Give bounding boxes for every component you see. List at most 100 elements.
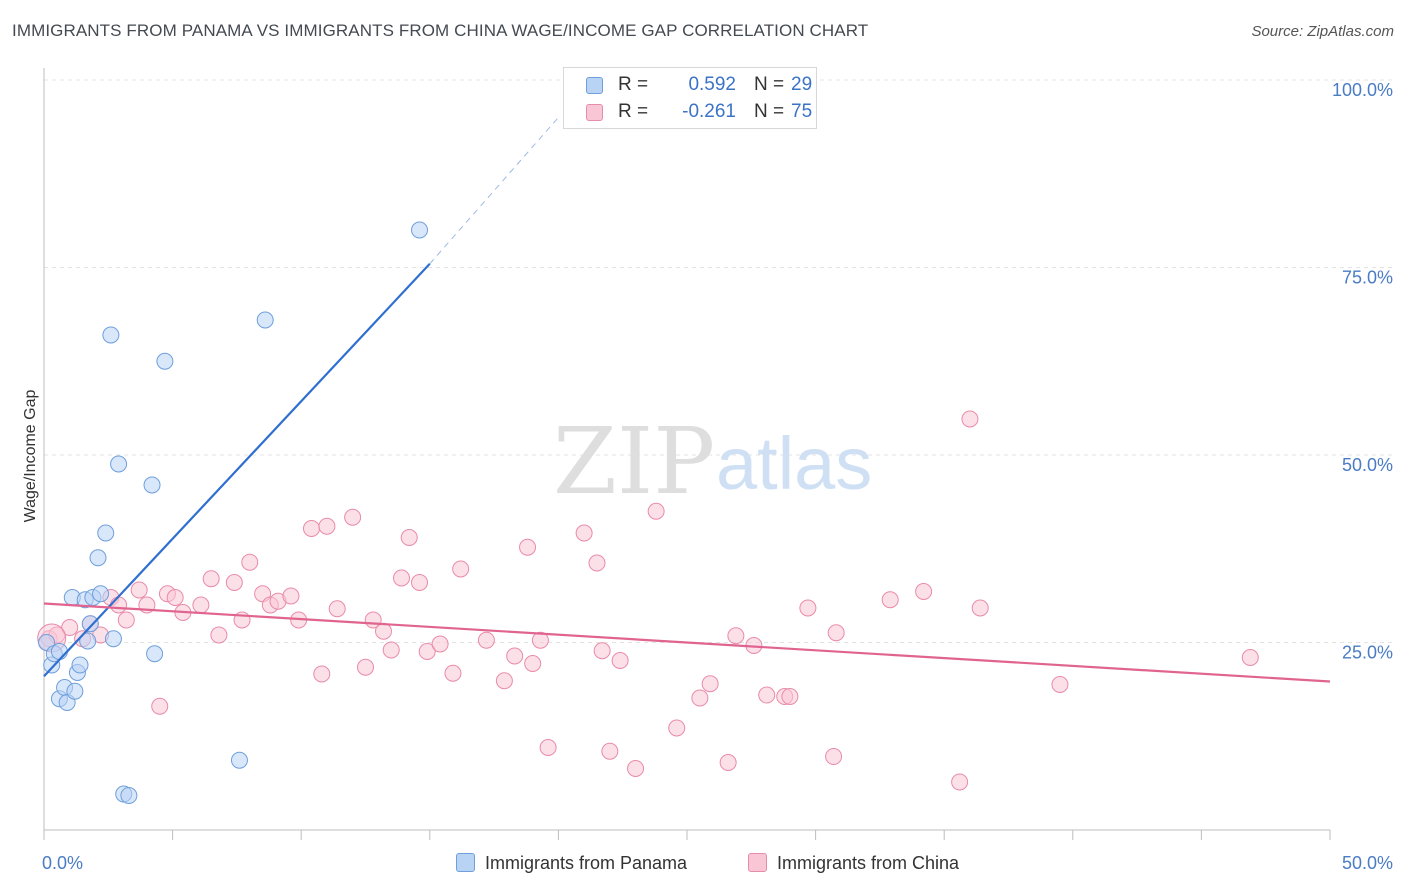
china-point (210, 626, 228, 644)
panama-point (146, 645, 164, 663)
china-point (758, 686, 776, 704)
china-trend-line (43, 602, 1331, 683)
china-point (593, 642, 611, 660)
china-point (130, 581, 148, 599)
china-point (1241, 649, 1259, 666)
panama-point (79, 632, 97, 650)
china-point (117, 611, 135, 629)
china-point (691, 689, 709, 707)
china-point (202, 570, 220, 588)
china-point (318, 517, 336, 535)
n-label: N = (754, 74, 785, 95)
china-point (302, 520, 320, 537)
china-point (825, 748, 843, 765)
china-point (400, 529, 418, 546)
panama-point (50, 643, 68, 660)
r-label: R = (618, 74, 649, 95)
n-value: 29 (791, 74, 813, 95)
panama-swatch (586, 77, 603, 94)
china-point (375, 622, 393, 640)
china-point (166, 589, 184, 606)
r-value: -0.261 (682, 101, 736, 122)
china-point (668, 719, 686, 737)
china-point (951, 773, 969, 791)
china-point (241, 553, 259, 571)
y-axis-title: Wage/Income Gap (22, 390, 39, 523)
panama-point (89, 549, 107, 567)
china-point (799, 599, 817, 617)
panama-point (110, 455, 128, 473)
china-point (382, 641, 400, 659)
china-point (827, 624, 845, 642)
china-point (701, 675, 719, 693)
china-point (192, 596, 210, 614)
source-label: Source: ZipAtlas.com (1251, 23, 1394, 40)
y-tick-label-100: 100.0% (1332, 80, 1393, 100)
china-swatch (586, 104, 603, 121)
china-legend-label: Immigrants from China (777, 853, 960, 873)
china-point (915, 583, 933, 600)
china-point (431, 635, 449, 653)
china-point (961, 410, 979, 428)
n-value: 75 (791, 101, 813, 122)
china-point (110, 596, 128, 614)
china-point (881, 591, 899, 609)
china-point (477, 631, 495, 649)
china-point (61, 619, 79, 636)
panama-point (143, 476, 161, 494)
china-point (328, 600, 346, 618)
panama-point (81, 615, 99, 633)
panama-point (97, 524, 115, 542)
china-point (444, 664, 462, 682)
china-point (647, 502, 665, 520)
china-point (531, 631, 549, 649)
china-point (539, 739, 557, 756)
y-tick-label-75: 75.0% (1342, 268, 1393, 288)
china-point (719, 754, 737, 771)
panama-point (411, 221, 429, 239)
china-point (411, 574, 429, 591)
panama-legend-label: Immigrants from Panama (485, 853, 688, 873)
correlation-legend: R = 0.592 N = 29 R = -0.261 N = 75 (563, 67, 817, 129)
panama-point (256, 311, 274, 329)
y-tick-labels: 25.0% 50.0% 75.0% 100.0% (1332, 80, 1393, 663)
china-point (575, 524, 593, 542)
panama-point (66, 682, 84, 700)
china-point (418, 643, 436, 660)
panama-legend-swatch (456, 853, 475, 872)
r-label: R = (618, 101, 649, 122)
panama-point (71, 656, 89, 674)
watermark: ZIP atlas (553, 408, 872, 515)
china-point (313, 665, 331, 683)
y-tick-label-50: 50.0% (1342, 455, 1393, 475)
y-tick-label-25: 25.0% (1342, 643, 1393, 663)
r-value: 0.592 (688, 74, 736, 95)
china-point (524, 655, 542, 672)
china-point (452, 560, 470, 578)
china-point (601, 742, 619, 760)
china-point (519, 538, 537, 556)
china-legend-swatch (748, 853, 767, 872)
panama-point (156, 352, 174, 370)
china-point (588, 554, 606, 572)
china-point (225, 574, 243, 591)
china-point (627, 760, 645, 777)
panama-point (120, 787, 138, 804)
china-point (151, 697, 169, 715)
n-label: N = (754, 101, 785, 122)
china-point (393, 569, 411, 587)
panama-point (92, 585, 110, 603)
china-point (1051, 676, 1069, 693)
x-tick-label-min: 0.0% (42, 853, 83, 873)
panama-point (102, 326, 120, 344)
china-point (344, 508, 362, 526)
panama-trend-extension (429, 117, 559, 265)
china-point (506, 647, 524, 665)
china-point (971, 599, 989, 617)
china-point (727, 627, 745, 645)
panama-point (230, 751, 248, 769)
panama-points (38, 221, 429, 804)
china-point (781, 688, 799, 705)
china-points (37, 410, 1259, 791)
